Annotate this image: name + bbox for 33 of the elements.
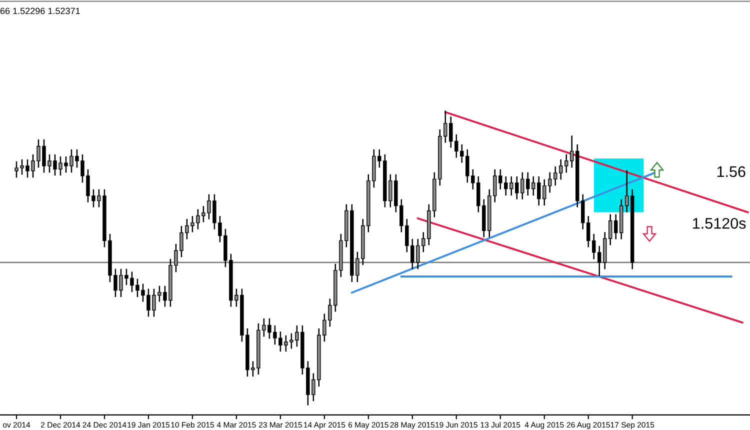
candlestick bbox=[597, 246, 602, 276]
candlestick bbox=[422, 232, 426, 252]
candlestick bbox=[515, 176, 519, 200]
candlestick bbox=[460, 144, 464, 163]
candlestick bbox=[564, 154, 568, 173]
candlestick bbox=[553, 166, 558, 186]
candlestick bbox=[449, 116, 453, 148]
candlestick bbox=[580, 194, 585, 230]
text: 66 1.52296 1.52371 bbox=[0, 8, 80, 14]
candlestick bbox=[542, 179, 546, 206]
candlestick bbox=[471, 169, 475, 190]
candlestick bbox=[558, 159, 563, 180]
annotation: 1.5120s bbox=[693, 218, 746, 229]
candlestick bbox=[592, 234, 596, 260]
candlestick bbox=[520, 172, 524, 200]
candlestick bbox=[498, 169, 502, 190]
candlestick bbox=[608, 214, 612, 246]
annotation: 1.56 bbox=[717, 166, 746, 178]
candlestick bbox=[536, 176, 541, 206]
candlestick bbox=[510, 176, 514, 196]
candlestick bbox=[454, 134, 458, 158]
candlestick bbox=[531, 176, 536, 196]
candlestick bbox=[614, 214, 618, 240]
candlestick bbox=[476, 176, 480, 212]
candlestick bbox=[586, 216, 590, 248]
candlestick bbox=[570, 136, 574, 168]
candlestick bbox=[504, 176, 508, 196]
candlestick bbox=[493, 169, 497, 202]
candlestick bbox=[624, 170, 629, 212]
candlestick bbox=[466, 149, 470, 183]
candlestick bbox=[548, 172, 552, 193]
candlestick bbox=[526, 172, 530, 196]
candlestick bbox=[444, 110, 448, 143]
